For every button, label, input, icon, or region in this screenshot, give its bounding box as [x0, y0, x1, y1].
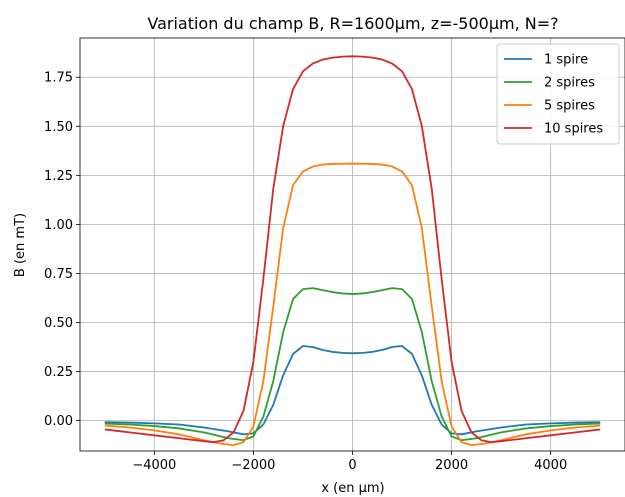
y-tick-label: 0.00 — [44, 414, 73, 429]
y-tick-label: 1.75 — [44, 71, 73, 86]
y-tick-label: 1.50 — [44, 120, 73, 135]
x-tick-label: −2000 — [231, 458, 275, 473]
legend-label: 10 spires — [544, 122, 603, 137]
series-line-1 — [104, 345, 601, 436]
x-tick-label: −4000 — [132, 458, 176, 473]
y-tick-label: 1.25 — [44, 169, 73, 184]
series-line-2 — [104, 287, 601, 442]
legend-box — [496, 43, 620, 145]
x-axis-label: x (en µm) — [321, 481, 384, 496]
x-tick-label: 0 — [348, 458, 356, 473]
series-line-4 — [104, 55, 601, 444]
legend-label: 5 spires — [544, 99, 595, 114]
legend: 1 spire 2 spires 5 spires 10 spires — [496, 43, 620, 145]
y-axis-label: B (en mT) — [13, 213, 28, 277]
y-tick-label: 0.75 — [44, 267, 73, 282]
series-line-3 — [104, 162, 601, 447]
y-tick-label: 0.50 — [44, 316, 73, 331]
x-tick-label: 4000 — [534, 458, 567, 473]
y-tick-label: 1.00 — [44, 218, 73, 233]
legend-label: 1 spire — [544, 53, 588, 68]
x-tick-label: 2000 — [435, 458, 468, 473]
grid — [80, 38, 625, 451]
ticks: −4000 −2000 0 2000 4000 0.00 0.25 0.50 0.75 1.00 1… — [44, 71, 567, 473]
chart-title: Variation du champ B, R=1600µm, z=-500µm… — [147, 14, 558, 33]
y-tick-label: 0.25 — [44, 365, 73, 380]
legend-label: 2 spires — [544, 76, 595, 91]
series-layer — [104, 55, 601, 447]
